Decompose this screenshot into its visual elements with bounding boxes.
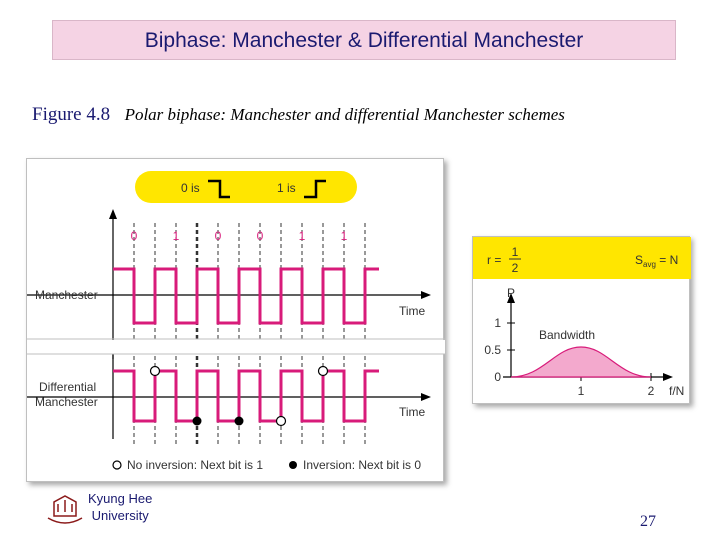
manchester-label: Manchester xyxy=(35,288,98,302)
differential-label: Manchester xyxy=(35,395,98,409)
inversion-marker xyxy=(234,416,244,426)
x-axis-label: f/N xyxy=(669,384,684,398)
bit-value: 0 xyxy=(215,229,222,243)
one-is-label: 1 is xyxy=(277,181,296,195)
bit-value: 0 xyxy=(257,229,264,243)
y-tick-label: 0.5 xyxy=(484,343,501,357)
x-tick-label: 2 xyxy=(648,384,655,398)
slide-title-text: Biphase: Manchester & Differential Manch… xyxy=(144,29,584,52)
university-line2: University xyxy=(91,508,149,523)
bit-value: 1 xyxy=(299,229,306,243)
bandwidth-header-band xyxy=(473,237,691,279)
differential-label: Differential xyxy=(39,380,96,394)
inversion-legend: Inversion: Next bit is 0 xyxy=(303,458,421,472)
bandwidth-label: Bandwidth xyxy=(539,328,595,342)
no-inversion-marker xyxy=(317,365,329,377)
manchester-diagram: 0 is 1 is 0 1 0 0 1 1 xyxy=(27,171,445,472)
bit-values: 0 1 0 0 1 1 xyxy=(131,229,348,243)
power-axis-label: P xyxy=(507,286,515,300)
manchester-figure: 0 is 1 is 0 1 0 0 1 1 xyxy=(26,158,445,482)
bit-value: 1 xyxy=(341,229,348,243)
page-number: 27 xyxy=(640,513,656,530)
encoding-legend-pill xyxy=(135,171,357,203)
differential-time-label: Time xyxy=(399,405,426,419)
university-logo xyxy=(47,495,83,524)
ratio-label: r = xyxy=(487,253,501,267)
manchester-time-label: Time xyxy=(399,304,426,318)
inversion-marker xyxy=(192,416,202,426)
university-line1: Kyung Hee xyxy=(88,491,153,506)
bit-value: 0 xyxy=(131,229,138,243)
figure-number: Figure 4.8 xyxy=(32,104,111,125)
slide-title: Biphase: Manchester & Differential Manch… xyxy=(52,20,676,60)
time-arrow-icon xyxy=(421,291,431,299)
panel-gap xyxy=(27,340,445,354)
y-tick-label: 0 xyxy=(494,370,501,384)
y-tick-label: 1 xyxy=(494,316,501,330)
one-transition-icon xyxy=(304,179,326,199)
ratio-numerator: 1 xyxy=(512,245,519,259)
frequency-arrow-icon xyxy=(663,373,673,381)
x-tick-label: 1 xyxy=(578,384,585,398)
zero-is-label: 0 is xyxy=(181,181,200,195)
differential-manchester-signal xyxy=(113,369,379,423)
amplitude-arrow-icon xyxy=(109,209,117,219)
ratio-denominator: 2 xyxy=(512,261,519,275)
logo-ribbon xyxy=(47,517,83,524)
no-inversion-marker xyxy=(149,365,161,377)
university-name: Kyung Hee University xyxy=(88,490,152,524)
savg-label: Savg = N xyxy=(635,253,678,269)
bit-value: 1 xyxy=(173,229,180,243)
manchester-signal xyxy=(113,267,379,325)
time-arrow-icon xyxy=(421,393,431,401)
bandwidth-figure: r = 1 2 Savg = N P 1 0.5 0 1 2 f/N Bandw… xyxy=(472,236,691,404)
inversion-legend-icon xyxy=(289,461,297,469)
bandwidth-curve xyxy=(510,346,652,378)
zero-transition-icon xyxy=(208,179,230,199)
bit-grid xyxy=(133,223,366,444)
logo-shield xyxy=(53,495,77,517)
no-inversion-legend-icon xyxy=(112,460,122,470)
logo-pillars xyxy=(57,500,73,512)
no-inversion-legend: No inversion: Next bit is 1 xyxy=(127,458,263,472)
power-arrow-icon xyxy=(507,293,515,303)
figure-caption-text: Polar biphase: Manchester and differenti… xyxy=(124,105,565,124)
figure-caption: Figure 4.8 Polar biphase: Manchester and… xyxy=(32,104,712,126)
bandwidth-diagram: r = 1 2 Savg = N P 1 0.5 0 1 2 f/N Bandw… xyxy=(473,237,691,398)
no-inversion-marker xyxy=(275,415,287,427)
